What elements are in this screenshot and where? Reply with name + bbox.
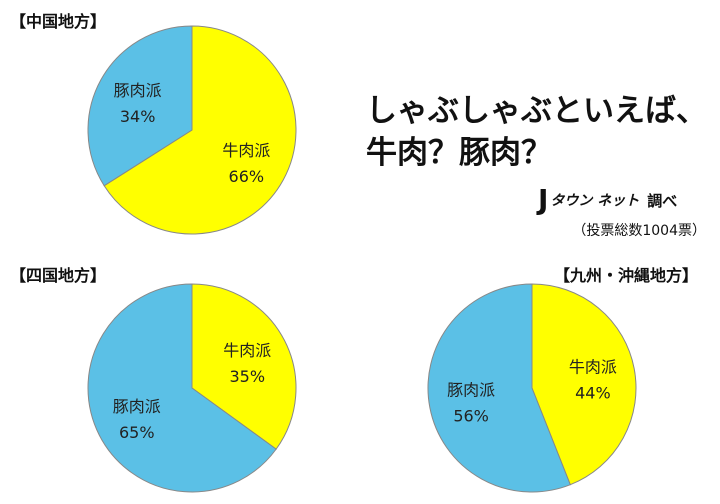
pie-svg-kyushu-okinawa: 牛肉派 44% 豚肉派 56%	[427, 283, 637, 493]
region-title-kyushu-okinawa: 【九州・沖縄地方】	[554, 266, 699, 285]
slice-label-kyushu-okinawa-beef: 牛肉派	[569, 357, 617, 376]
pie-slice-shikoku-pork	[87, 283, 277, 493]
slice-label-shikoku-pork: 豚肉派	[113, 397, 161, 416]
pie-slice-chugoku-beef	[103, 25, 297, 235]
slice-value-kyushu-okinawa-beef: 44%	[575, 383, 611, 402]
slice-value-kyushu-okinawa-pork: 56%	[453, 407, 489, 426]
pie-svg-shikoku: 牛肉派 35% 豚肉派 65%	[87, 283, 297, 493]
pie-slice-shikoku-beef	[191, 283, 297, 450]
jtown-logo-j: J	[538, 183, 549, 216]
headline-line-1: しゃぶしゃぶといえば、	[366, 93, 707, 129]
region-title-chugoku: 【中国地方】	[10, 12, 107, 31]
pie-slice-chugoku-pork	[87, 25, 193, 187]
pie-chart-chugoku: 牛肉派 66% 豚肉派 34%	[86, 24, 298, 236]
pie-slice-kyushu-okinawa-pork	[427, 283, 571, 493]
region-title-shikoku: 【四国地方】	[10, 266, 107, 285]
slice-label-chugoku-beef: 牛肉派	[222, 141, 270, 160]
sample-size-note: （投票総数1004票）	[572, 223, 706, 239]
survey-credit: J タウン ネット 調べ	[538, 186, 677, 214]
slice-value-shikoku-beef: 35%	[229, 367, 265, 386]
pie-chart-shikoku: 牛肉派 35% 豚肉派 65%	[86, 282, 298, 494]
credit-label: 調べ	[647, 191, 678, 210]
slice-value-chugoku-pork: 34%	[120, 107, 156, 126]
slice-label-shikoku-beef: 牛肉派	[223, 341, 271, 360]
slice-label-kyushu-okinawa-pork: 豚肉派	[447, 381, 495, 400]
jtown-net-logo: J タウン ネット	[538, 186, 639, 214]
slice-value-chugoku-beef: 66%	[229, 167, 265, 186]
headline: しゃぶしゃぶといえば、 牛肉？豚肉？	[366, 90, 707, 174]
jtown-logo-text: タウン ネット	[550, 193, 640, 209]
slice-value-shikoku-pork: 65%	[119, 423, 155, 442]
headline-line-2: 牛肉？豚肉？	[366, 135, 552, 171]
pie-slice-kyushu-okinawa-beef	[531, 283, 637, 486]
slice-label-chugoku-pork: 豚肉派	[114, 81, 162, 100]
pie-chart-kyushu-okinawa: 牛肉派 44% 豚肉派 56%	[426, 282, 638, 494]
pie-svg-chugoku: 牛肉派 66% 豚肉派 34%	[87, 25, 297, 235]
